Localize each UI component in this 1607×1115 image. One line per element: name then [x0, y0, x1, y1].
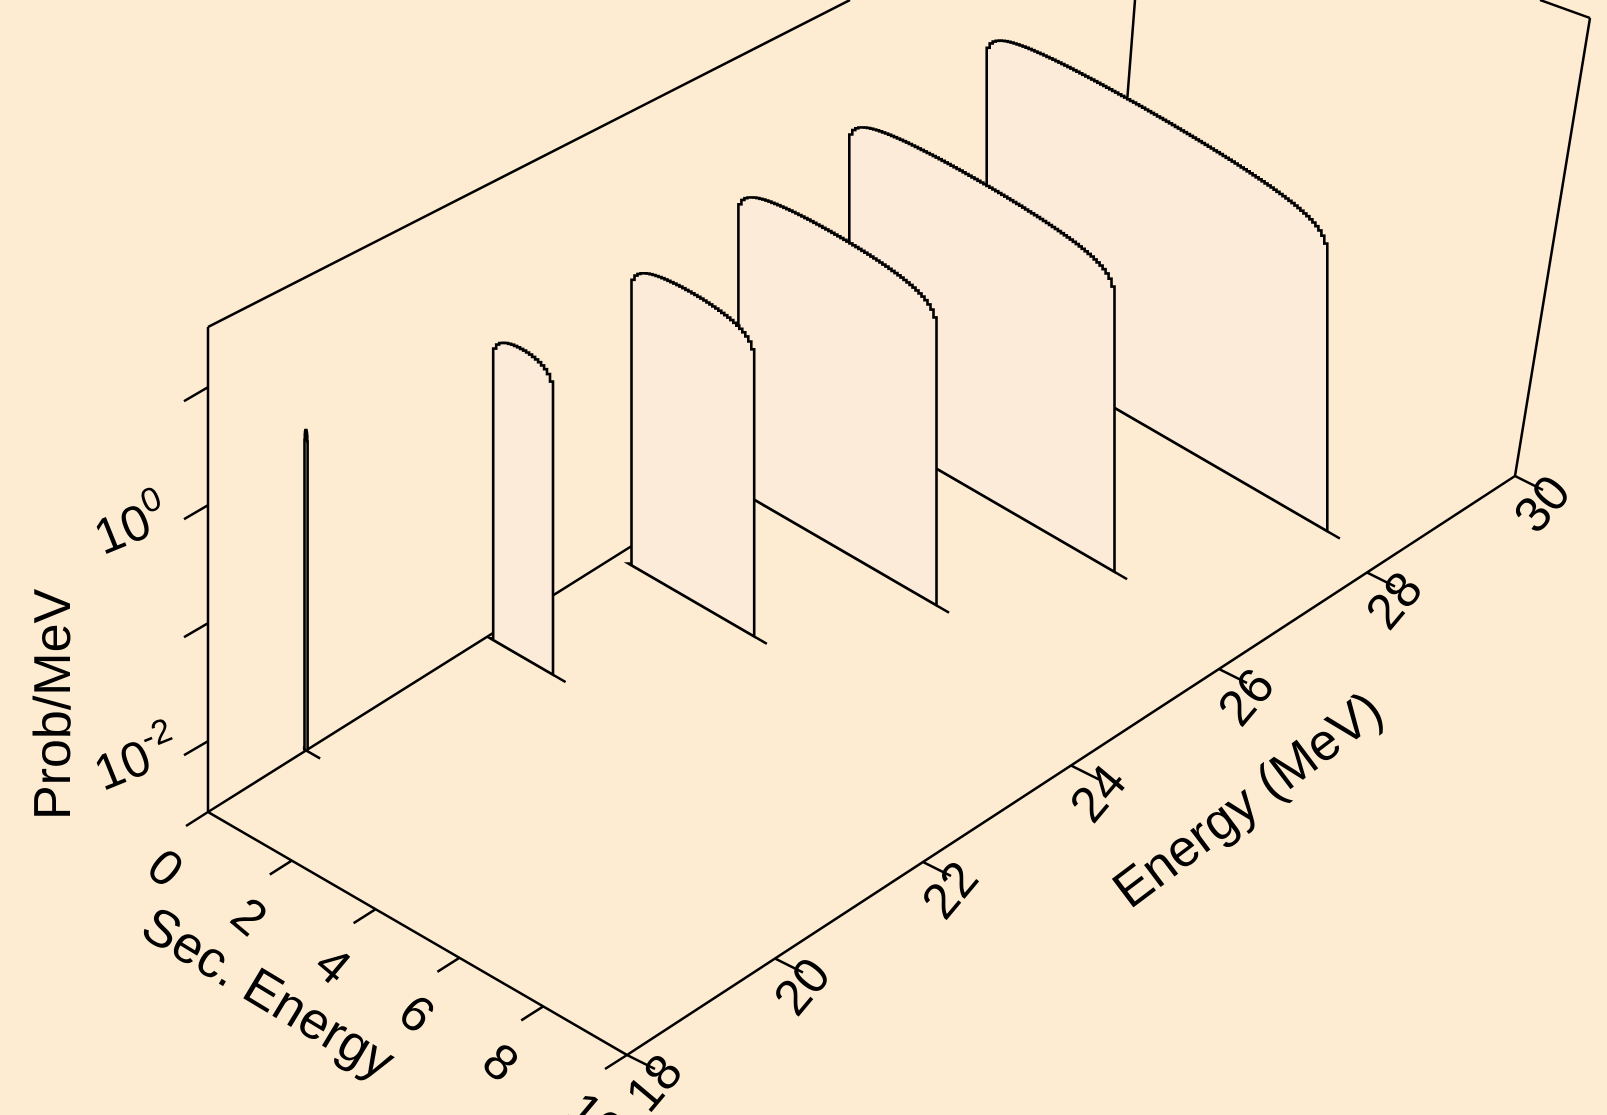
x-tick-mark — [352, 908, 377, 925]
x-tick-mark — [269, 859, 293, 876]
y-tick-mark — [1514, 474, 1544, 492]
spectra — [302, 39, 1341, 760]
x-tick-mark — [520, 1005, 544, 1022]
spectrum-baseline — [489, 637, 567, 684]
z-tick-mark — [183, 504, 209, 521]
z-axis-title: Prob/MeV — [24, 588, 82, 820]
y-tick-mark — [1218, 667, 1248, 685]
y-tick-mark — [626, 1053, 656, 1071]
z-ticks: 100 10-2 — [84, 386, 209, 802]
z-tick-label: 100 — [84, 479, 177, 565]
z-tick-mark — [183, 386, 209, 403]
x-tick-mark — [604, 1053, 628, 1071]
x-tick-label: 8 — [472, 1032, 529, 1093]
x-tick-mark — [185, 810, 209, 828]
y-tick-mark — [1366, 571, 1396, 588]
spectrum-baseline — [734, 487, 950, 614]
spectrum-curve — [623, 272, 756, 639]
z-tick-label: 10-2 — [84, 711, 187, 802]
spectrum-baseline — [627, 562, 768, 645]
x-axis-line — [207, 810, 628, 1057]
x-tick-label: 6 — [388, 983, 445, 1044]
spectrum-curve — [302, 428, 309, 754]
back-left-top-edge — [207, 0, 851, 329]
y-tick-mark — [1070, 764, 1100, 781]
spectrum-baseline — [303, 748, 321, 760]
x-tick-mark — [436, 956, 461, 973]
z-tick-mark — [183, 622, 209, 639]
y-tick-mark — [922, 860, 952, 878]
x-axis-title: Sec. Energy — [132, 896, 405, 1092]
spectrum-curve — [978, 39, 1329, 534]
spectrum-curve — [730, 196, 938, 608]
z-tick-mark — [183, 740, 209, 757]
x-ticks: 0246810 — [137, 810, 635, 1115]
spectrum-curve — [485, 341, 555, 678]
y-tick-mark — [774, 957, 804, 974]
back-right-top-edge — [1539, 0, 1591, 20]
spectrum-curve — [841, 126, 1116, 575]
back-right-vertical-edge — [1513, 17, 1592, 477]
x-tick-label: 0 — [137, 838, 194, 899]
